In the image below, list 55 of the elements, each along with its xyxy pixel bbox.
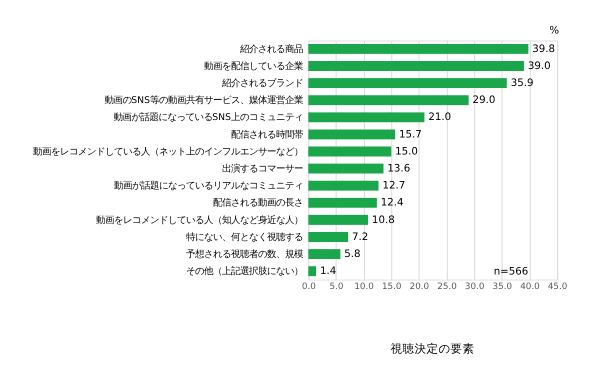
bar bbox=[308, 78, 507, 88]
bar bbox=[308, 129, 396, 140]
bar bbox=[308, 164, 384, 174]
data-label: 39.8 bbox=[532, 42, 556, 55]
x-tick-label: 0.0 bbox=[302, 282, 316, 292]
x-tick-label: 15.0 bbox=[382, 282, 402, 292]
y-tick-label: 紹介される商品 bbox=[238, 44, 303, 55]
y-tick-label: 動画が話題になっているSNS上のコミュニティ bbox=[113, 112, 303, 124]
y-tick-label: 特にない、何となく視聴する bbox=[186, 232, 303, 243]
y-tick-label: 動画をレコメンドしている人（ネット上のインフルエンサーなど） bbox=[32, 146, 303, 158]
y-tick-label: 配信される時間帯 bbox=[230, 129, 303, 140]
text: 視聴決定の要素 bbox=[390, 342, 475, 356]
annotation: n=566 bbox=[494, 266, 528, 278]
y-tick-label: 動画のSNS等の動画共有サービス、媒体運営企業 bbox=[104, 95, 303, 106]
y-tick-label: 動画が話題になっているリアルなコミュニティ bbox=[114, 180, 303, 192]
x-tick-label: 10.0 bbox=[354, 282, 374, 292]
x-tick-label: 5.0 bbox=[329, 282, 344, 292]
y-tick-label: 配信される動画の長さ bbox=[212, 198, 303, 209]
data-label: 35.9 bbox=[510, 77, 534, 90]
bar bbox=[308, 95, 469, 106]
bar bbox=[308, 180, 379, 191]
data-label: 13.6 bbox=[387, 162, 410, 175]
y-tick-label: その他（上記選択肢にない） bbox=[186, 266, 303, 278]
data-label: 12.7 bbox=[382, 180, 406, 192]
data-label: 12.4 bbox=[380, 196, 404, 209]
data-label: 10.8 bbox=[372, 214, 395, 226]
bar bbox=[308, 232, 348, 242]
x-tick-label: 45.0 bbox=[548, 282, 568, 292]
bar bbox=[308, 61, 524, 71]
x-tick-label: 20.0 bbox=[410, 282, 430, 292]
text: % bbox=[549, 24, 560, 37]
data-label: 1.4 bbox=[320, 265, 336, 278]
y-tick-label: 出演するコマーサー bbox=[222, 164, 303, 175]
x-tick-label: 40.0 bbox=[520, 282, 540, 292]
x-tick-label: 25.0 bbox=[437, 282, 457, 292]
bar bbox=[308, 198, 377, 208]
bar bbox=[308, 146, 392, 156]
data-label: 15.0 bbox=[395, 145, 418, 158]
x-tick-label: 35.0 bbox=[492, 282, 512, 292]
bar bbox=[308, 214, 368, 225]
data-label: 7.2 bbox=[352, 230, 368, 243]
y-tick-label: 紹介されるブランド bbox=[220, 78, 303, 90]
y-tick-label: 動画をレコメンドしている人（知人など身近な人） bbox=[96, 214, 303, 226]
data-label: 29.0 bbox=[472, 94, 496, 106]
bar bbox=[308, 44, 528, 54]
x-tick-label: 30.0 bbox=[464, 282, 484, 292]
bar bbox=[308, 266, 316, 276]
data-label: 39.0 bbox=[528, 60, 551, 72]
data-label: 5.8 bbox=[344, 248, 361, 260]
y-tick-label: 予想される視聴者の数、規模 bbox=[186, 249, 303, 260]
y-tick-label: 動画を配信している企業 bbox=[204, 60, 303, 72]
bar bbox=[308, 112, 424, 122]
data-label: 21.0 bbox=[428, 111, 452, 124]
bar bbox=[308, 249, 340, 260]
data-label: 15.7 bbox=[399, 128, 422, 140]
